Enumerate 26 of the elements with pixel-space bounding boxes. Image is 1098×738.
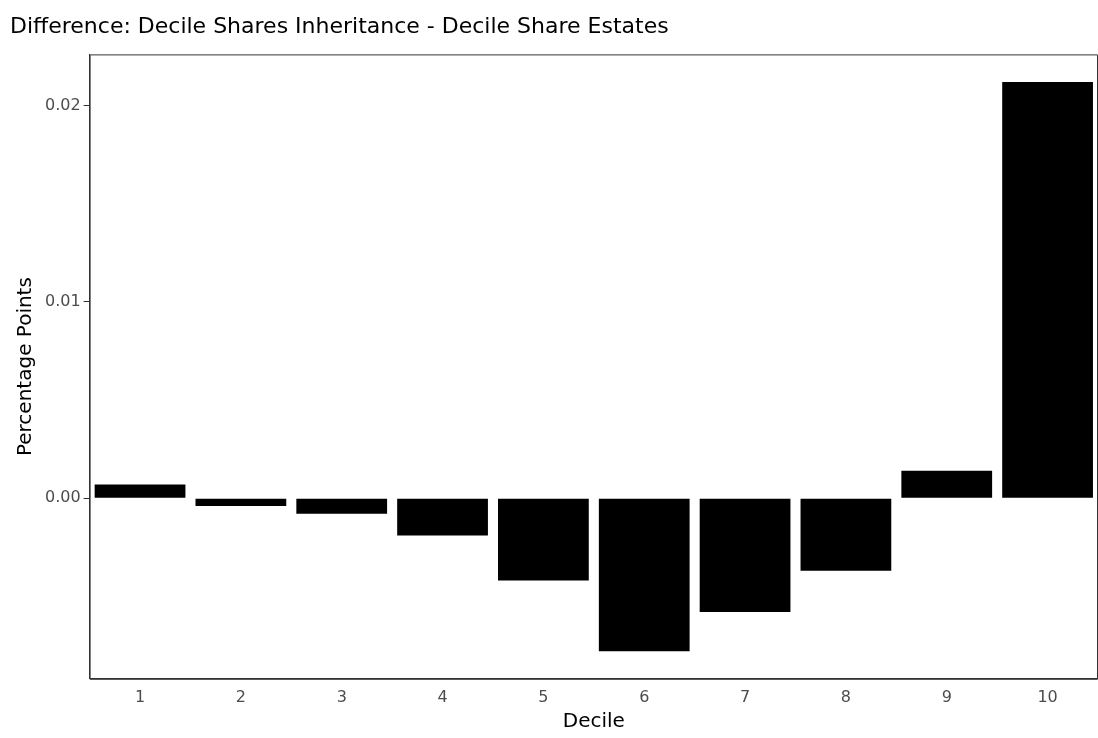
bar xyxy=(296,498,388,514)
x-tick-label: 8 xyxy=(840,686,851,706)
bar xyxy=(699,498,791,613)
x-tick-label: 10 xyxy=(1037,686,1058,706)
bar xyxy=(498,498,589,581)
y-axis-title: Percentage Points xyxy=(12,277,37,457)
x-tick-label: 9 xyxy=(941,686,952,706)
x-tick-label: 6 xyxy=(639,686,650,706)
x-tick-label: 1 xyxy=(134,686,146,706)
bar xyxy=(598,498,690,652)
x-axis-title: Decile xyxy=(562,708,625,733)
x-tick-label: 4 xyxy=(437,686,448,706)
bar xyxy=(800,498,892,571)
bar xyxy=(94,484,186,498)
bar xyxy=(1002,81,1093,498)
bar xyxy=(195,498,287,507)
y-tick-label: 0.00 xyxy=(45,487,81,507)
x-tick-label: 5 xyxy=(538,686,549,706)
chart-title: Difference: Decile Shares Inheritance - Decile Share Estates xyxy=(10,12,669,38)
y-tick-label: 0.01 xyxy=(45,290,81,310)
bar xyxy=(397,498,488,536)
bar xyxy=(901,470,993,498)
x-tick-label: 3 xyxy=(336,686,347,706)
x-tick-label: 2 xyxy=(235,686,246,706)
y-tick-label: 0.02 xyxy=(45,94,81,114)
x-tick-label: 7 xyxy=(739,686,751,706)
